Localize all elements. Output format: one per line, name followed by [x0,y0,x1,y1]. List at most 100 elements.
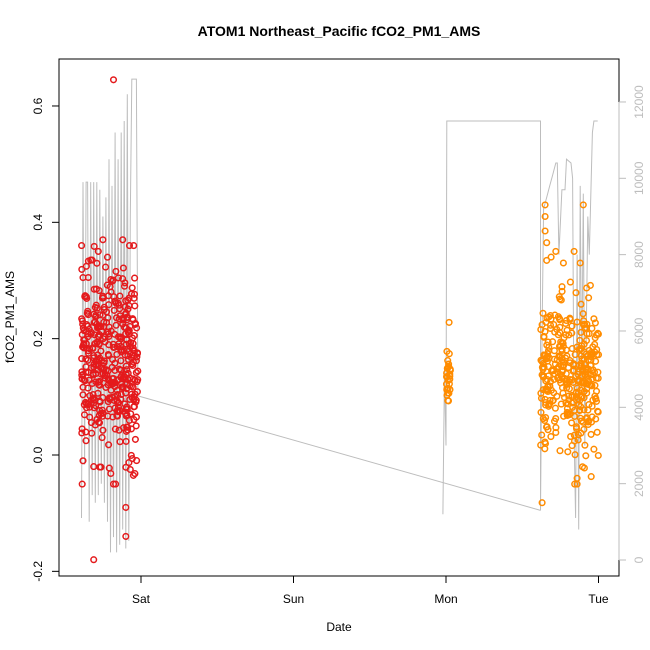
data-point [99,426,107,434]
data-point [91,303,99,311]
data-point [91,318,99,326]
data-point [117,366,125,374]
data-point [543,376,551,384]
data-point [581,441,589,449]
data-point [537,394,546,402]
data-point [594,407,602,415]
data-point-outlier [99,236,107,244]
y2-tick-label: 0 [632,556,646,563]
data-point [108,277,116,285]
data-point [103,281,111,289]
data-point [112,314,121,322]
data-point [129,358,137,366]
data-point [114,274,122,282]
y-tick-label: 0.4 [31,214,45,231]
data-point-outlier [538,499,546,507]
data-point [80,340,88,348]
data-point [112,267,120,275]
data-point-outlier [579,201,587,209]
data-point [592,357,600,365]
data-point [131,302,139,310]
y2-tick-label: 4000 [632,394,646,421]
data-point [582,336,591,345]
data-point [557,379,565,387]
data-point [96,397,104,405]
data-point [549,338,557,346]
data-point [130,290,139,298]
data-point [82,293,90,301]
data-point [108,363,116,371]
data-point [566,315,574,323]
data-point [551,404,559,412]
data-point [78,355,86,363]
data-point [108,393,116,401]
data-point [550,320,558,329]
altitude-line-descent [137,395,541,511]
data-point [562,346,570,354]
data-point [122,412,130,420]
data-point-outlier [87,256,95,264]
x-tick-label: Mon [434,592,457,606]
data-point [128,284,136,292]
data-point [573,318,581,326]
data-point [132,413,140,421]
data-point [558,283,566,291]
data-point [556,447,564,455]
data-point [127,425,135,433]
x-axis: Sat Sun Mon Tue [132,575,609,606]
x-tick-label: Sat [132,592,151,606]
data-point-outlier [559,259,567,267]
data-point [594,451,602,460]
data-point [566,359,574,367]
data-point [107,275,115,284]
data-point [572,424,581,433]
data-point-outlier [90,463,98,471]
data-point [113,386,121,394]
y2-tick-label: 10000 [632,161,646,195]
data-point-outlier [109,480,118,488]
data-point [125,459,133,467]
data-point [123,316,131,324]
data-point [78,242,86,250]
data-point [78,480,86,488]
data-point [555,315,564,323]
data-point [587,430,595,438]
data-point [544,363,552,371]
data-point [114,403,123,411]
data-point [120,282,129,290]
data-point [578,342,586,350]
data-point [543,256,551,264]
data-point [443,364,451,372]
data-point [585,381,593,389]
data-point [129,383,137,391]
data-point [80,411,89,419]
data-point [102,308,111,316]
data-point [79,391,87,399]
data-point [568,442,576,450]
data-point [105,441,113,449]
data-point [90,242,98,250]
data-point [123,380,131,388]
data-point-outlier [122,503,130,511]
data-point [585,294,593,302]
data-point [537,356,545,364]
data-point [568,329,576,337]
data-point [580,317,588,325]
data-point [78,429,86,437]
data-point [589,366,597,374]
data-point [444,397,452,405]
x-tick-label: Tue [588,592,609,606]
data-point [541,416,549,425]
data-point [565,410,573,418]
data-point [96,311,104,319]
data-point [114,399,122,407]
data-point [124,305,132,313]
data-point [119,384,127,392]
data-point [445,350,453,358]
data-point [546,382,554,390]
data-point-outlier [543,239,551,247]
data-point [117,357,125,365]
data-point [579,365,587,373]
y-tick-label: 0.6 [31,97,45,114]
data-point [592,397,601,405]
